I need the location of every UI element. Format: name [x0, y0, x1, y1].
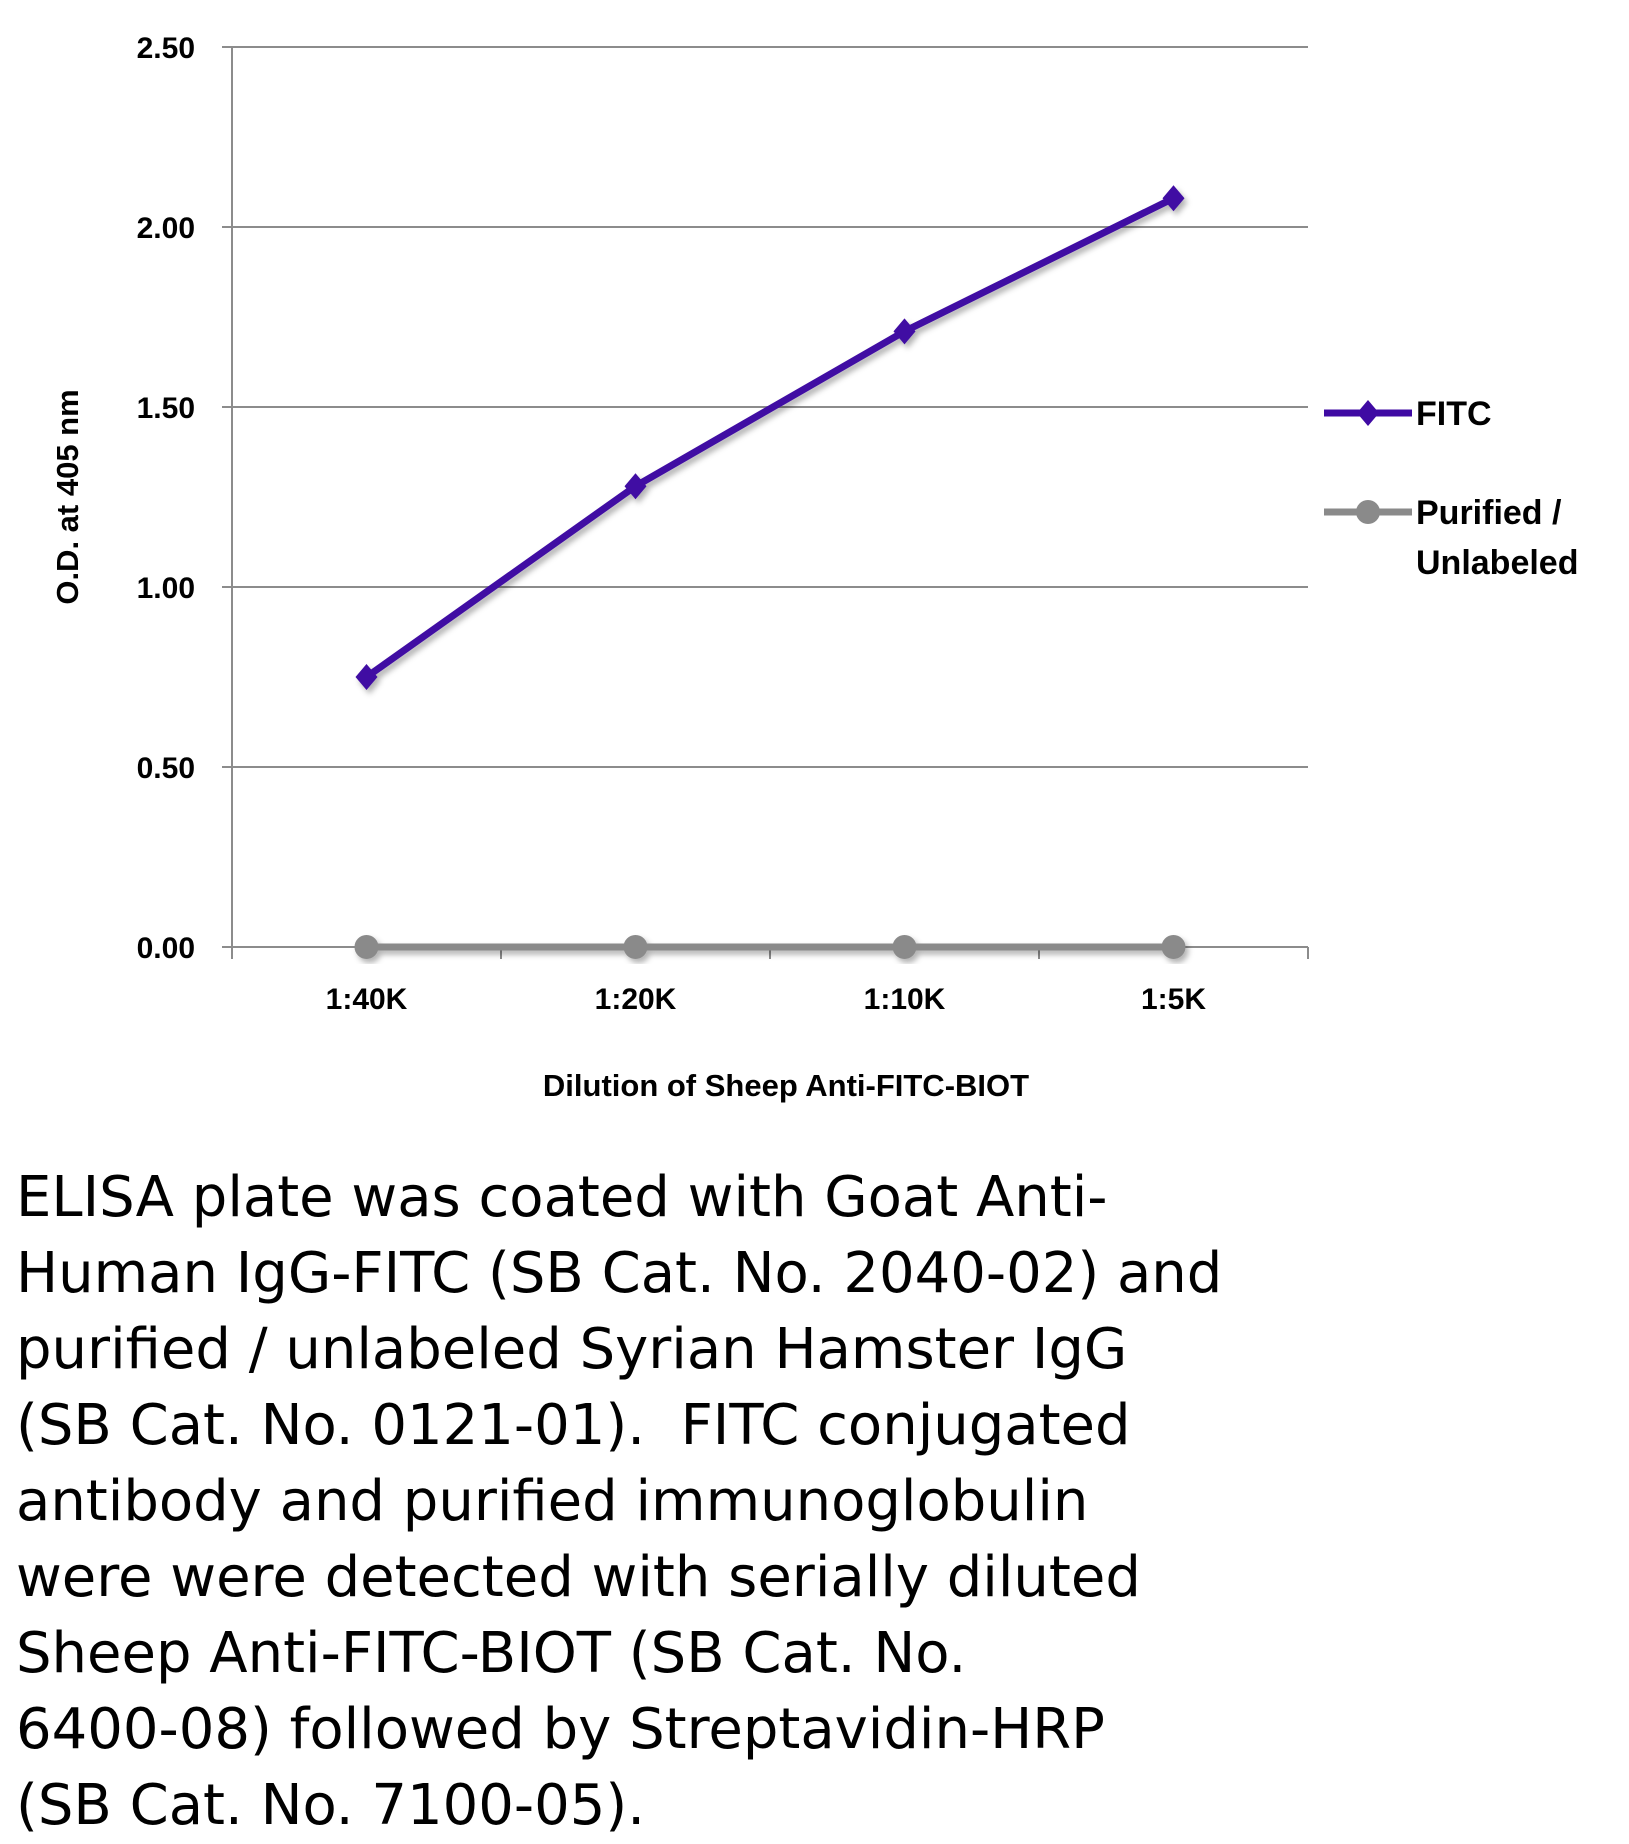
figure-caption: ELISA plate was coated with Goat Anti- H…	[16, 1165, 1223, 1838]
x-axis-label: Dilution of Sheep Anti-FITC-BIOT	[543, 1068, 1029, 1103]
x-tick-label: 1:5K	[1141, 983, 1206, 1016]
data-point	[623, 935, 648, 959]
legend-label: Unlabeled	[1416, 544, 1578, 582]
legend-item: FITC	[1324, 395, 1492, 433]
series-line	[364, 195, 1176, 680]
data-point	[355, 664, 378, 690]
data-point	[1162, 185, 1185, 212]
line-chart: 0.00 0.50 1.00 1.50 2.00 2.50 1:40K 1:20K 1:10K 1…	[50, 32, 1578, 1103]
x-tick-label: 1:40K	[326, 983, 408, 1016]
y-tick-label: 1.50	[137, 392, 195, 425]
y-tick-label: 2.00	[137, 212, 195, 245]
data-point	[624, 473, 647, 500]
legend-item: Purified / Unlabeled	[1324, 494, 1578, 582]
x-tick-label: 1:20K	[595, 983, 677, 1016]
legend-marker	[1357, 400, 1379, 426]
x-tick-label: 1:10K	[864, 983, 946, 1016]
y-tick-label: 1.00	[137, 572, 195, 605]
legend-label: FITC	[1416, 395, 1492, 433]
y-tick-label: 0.00	[137, 932, 195, 965]
series-purified-unlabeled	[354, 935, 1186, 959]
data-point	[893, 318, 916, 345]
legend-label: Purified /	[1416, 494, 1562, 532]
data-point	[354, 935, 379, 959]
data-point	[892, 935, 917, 959]
data-point	[1161, 935, 1186, 959]
y-axis-label: O.D. at 405 nm	[50, 389, 85, 604]
y-tick-label: 0.50	[137, 752, 195, 785]
legend-marker	[1356, 500, 1380, 524]
series-fitc	[355, 185, 1185, 690]
y-tick-label: 2.50	[137, 32, 195, 65]
